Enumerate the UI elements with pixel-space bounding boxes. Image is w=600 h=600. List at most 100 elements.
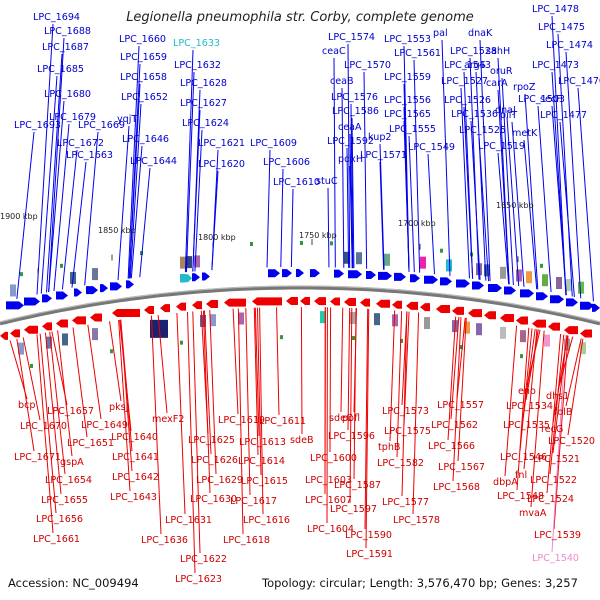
gene-label[interactable]: LPC_1478 <box>532 4 580 15</box>
gene-label[interactable]: recG <box>541 424 564 435</box>
gene-label[interactable]: fnl <box>515 470 528 481</box>
gene-label[interactable]: LPC_1535 <box>503 420 551 431</box>
gene-label[interactable]: pilT <box>500 110 518 121</box>
gene-label[interactable]: LPC_1549 <box>408 142 456 153</box>
gene-label[interactable]: LPC_1582 <box>377 458 425 469</box>
gene-label[interactable]: LPC_1632 <box>174 60 222 71</box>
gene-label[interactable]: LPC_1568 <box>433 482 481 493</box>
gene-label[interactable]: LPC_1522 <box>530 475 578 486</box>
gene-label[interactable]: LPC_1604 <box>307 524 355 535</box>
gene-label[interactable]: LPC_1575 <box>384 426 432 437</box>
gene-label[interactable]: tphB <box>378 442 401 453</box>
gene-label[interactable]: stuC <box>316 176 338 187</box>
gene-label[interactable]: kup2 <box>368 132 392 143</box>
gene-label[interactable]: LPC_1640 <box>111 432 159 443</box>
gene-label[interactable]: LPC_1576 <box>331 92 379 103</box>
gene-label[interactable]: LPC_1606 <box>263 157 311 168</box>
gene-label[interactable]: pdxH <box>338 154 364 165</box>
gene-label[interactable]: LPC_1590 <box>345 530 393 541</box>
gene-label[interactable]: LPC_1628 <box>180 78 228 89</box>
gene-label[interactable]: LPC_1694 <box>33 12 81 23</box>
gene-label[interactable]: LPC_1679 <box>49 112 97 123</box>
gene-label[interactable]: LPC_1600 <box>310 453 358 464</box>
gene-label[interactable]: LPC_1475 <box>538 22 586 33</box>
gene-label[interactable]: oruR <box>490 66 513 77</box>
gene-label[interactable]: LPC_1625 <box>188 435 236 446</box>
gene-label[interactable]: LPC_1652 <box>121 92 169 103</box>
gene-label[interactable]: LPC_1663 <box>66 150 114 161</box>
gene-label[interactable]: eno <box>518 386 536 397</box>
gene-label[interactable]: metK <box>512 128 538 139</box>
gene-label[interactable]: ceaC <box>322 46 346 57</box>
gene-label[interactable]: LPC_1540 <box>532 553 580 564</box>
gene-label[interactable]: pal <box>433 28 448 39</box>
gene-label[interactable]: LPC_1562 <box>431 420 479 431</box>
gene-label[interactable]: LPC_1557 <box>437 400 485 411</box>
gene-label[interactable]: LPC_1620 <box>198 159 246 170</box>
gene-label[interactable]: LPC_1670 <box>20 421 68 432</box>
gene-label[interactable]: LPC_1526 <box>444 95 492 106</box>
gene-label[interactable]: LPC_1627 <box>180 98 228 109</box>
gene-label[interactable]: LPC_1477 <box>540 110 588 121</box>
gene-label[interactable]: LPC_1503 <box>518 94 566 105</box>
gene-label[interactable]: LPC_1671 <box>14 452 62 463</box>
gene-label[interactable]: LPC_1649 <box>81 420 129 431</box>
gene-label[interactable]: dnaJ <box>495 105 516 116</box>
gene-label[interactable]: LPC_1611 <box>259 416 307 427</box>
gene-label[interactable]: LPC_1520 <box>548 436 596 447</box>
gene-label[interactable]: LPC_1591 <box>346 549 394 560</box>
gene-label[interactable]: LPC_1546 <box>500 452 548 463</box>
gene-label[interactable]: LPC_1561 <box>394 48 442 59</box>
gene-label[interactable]: LPC_1656 <box>36 514 84 525</box>
gene-label[interactable]: LPC_1633 <box>173 38 221 49</box>
gene-label[interactable]: LPC_1631 <box>165 515 213 526</box>
gene-label[interactable]: LPC_1615 <box>241 476 289 487</box>
gene-label[interactable]: LPC_1614 <box>238 456 286 467</box>
gene-label[interactable]: LPC_1578 <box>393 515 441 526</box>
gene-label[interactable]: ceaB <box>330 76 354 87</box>
gene-label[interactable]: LPC_1586 <box>332 106 380 117</box>
gene-label[interactable]: LPC_1658 <box>120 72 168 83</box>
gene-label[interactable]: LPC_1644 <box>130 156 178 167</box>
gene-label[interactable]: LPC_1629 <box>196 475 244 486</box>
gene-label[interactable]: bcp <box>18 400 36 411</box>
gene-label[interactable]: dhs1 <box>546 391 570 402</box>
gene-label[interactable]: LPC_1534 <box>506 401 554 412</box>
gene-label[interactable]: pofl <box>342 413 361 424</box>
gene-label[interactable]: LPC_1643 <box>110 492 158 503</box>
gene-label[interactable]: LPC_1618 <box>223 535 271 546</box>
gene-label[interactable]: ceaA <box>338 122 362 133</box>
gene-label[interactable]: LPC_1555 <box>389 124 437 135</box>
gene-label[interactable]: LPC_1548 <box>497 491 545 502</box>
gene-label[interactable]: LPC_1687 <box>42 42 90 53</box>
gene-label[interactable]: LPC_1603 <box>305 475 353 486</box>
gene-label[interactable]: secF <box>540 94 562 105</box>
gene-label[interactable]: LPC_1680 <box>44 89 92 100</box>
gene-label[interactable]: LPC_1571 <box>360 150 408 161</box>
gene-label[interactable]: LPC_1641 <box>112 452 160 463</box>
gene-label[interactable]: sdeC <box>329 413 353 424</box>
gene-label[interactable]: LPC_1567 <box>438 462 486 473</box>
gene-label[interactable]: LPC_1661 <box>33 534 81 545</box>
gene-label[interactable]: LPC_1616 <box>243 515 291 526</box>
gene-label[interactable]: LPC_1573 <box>382 406 430 417</box>
gene-label[interactable]: LPC_1642 <box>112 472 160 483</box>
gene-label[interactable]: LPC_1613 <box>239 437 287 448</box>
gene-label[interactable]: LPC_1651 <box>67 438 115 449</box>
gene-label[interactable]: LPC_1521 <box>533 454 581 465</box>
gene-label[interactable]: LPC_1527 <box>441 76 489 87</box>
gene-label[interactable]: LPC_1565 <box>384 109 432 120</box>
gene-label[interactable]: LPC_1624 <box>182 118 230 129</box>
gene-label[interactable]: LPC_1688 <box>44 26 92 37</box>
gene-label[interactable]: LPC_1630 <box>190 494 238 505</box>
gene-label[interactable]: LPC_1660 <box>119 34 167 45</box>
gene-label[interactable]: folB <box>554 407 573 418</box>
gene-label[interactable]: mexF2 <box>152 414 185 425</box>
gene-label[interactable]: LPC_1597 <box>330 504 378 515</box>
gene-label[interactable]: LPC_1524 <box>527 494 575 505</box>
gene-label[interactable]: LPC_1570 <box>344 60 392 71</box>
gene-label[interactable]: LPC_1672 <box>57 138 105 149</box>
gene-label[interactable]: dbpA <box>493 477 518 488</box>
gene-label[interactable]: LPC_1622 <box>180 554 228 565</box>
gene-label[interactable]: LPC_1525 <box>459 125 507 136</box>
